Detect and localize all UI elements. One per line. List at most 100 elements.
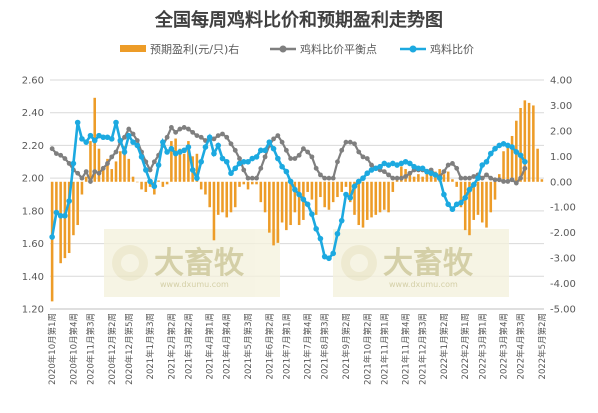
profit-bar [144, 181, 148, 192]
breakeven-point [275, 133, 281, 139]
y-right-tick-label: -1.00 [550, 203, 576, 214]
profit-bar [506, 143, 510, 182]
ratio-point [270, 145, 277, 152]
profit-bar [442, 174, 446, 182]
profit-bar [331, 181, 335, 203]
y-right-tick-label: -2.00 [550, 228, 576, 239]
ratio-point [398, 160, 405, 167]
breakeven-point [181, 125, 187, 130]
breakeven-point [407, 170, 413, 176]
ratio-point [211, 150, 217, 157]
watermark-brand: 大畜牧 [383, 246, 474, 281]
ratio-point [57, 212, 64, 219]
legend-swatch-ratio [409, 45, 417, 53]
profit-bar [195, 153, 199, 182]
profit-bar [527, 102, 531, 182]
profit-bar [174, 138, 177, 182]
breakeven-point [509, 177, 515, 183]
breakeven-point [224, 134, 230, 140]
x-tick-label: 2021年12月第3周 [418, 313, 429, 385]
profit-bar [370, 181, 373, 218]
profit-bar [485, 181, 488, 228]
x-tick-label: 2020年10月第4周 [68, 313, 79, 385]
x-tick-label: 2022年5月第2周 [537, 313, 548, 379]
profit-bar [76, 181, 79, 226]
ratio-point [466, 186, 473, 193]
breakeven-point [151, 159, 157, 165]
y-left-tick-label: 2.40 [22, 108, 44, 119]
ratio-point [287, 178, 294, 185]
profit-bar [536, 148, 539, 182]
profit-bar [246, 181, 250, 190]
breakeven-point [330, 175, 336, 181]
y-axis-right: -5.00 -4.00 -3.00 -2.00 -1.00 0.00 1.00 2.00 3.0… [550, 76, 576, 316]
ratio-point [62, 212, 68, 219]
profit-bar [212, 181, 216, 241]
breakeven-point [241, 167, 247, 173]
breakeven-point [220, 131, 225, 137]
breakeven-point [313, 165, 319, 171]
breakeven-point [300, 146, 306, 152]
breakeven-point [105, 161, 110, 166]
ratio-point [500, 140, 507, 147]
ratio-point [206, 134, 213, 141]
ratio-point [53, 209, 60, 216]
profit-bar [348, 181, 352, 203]
ratio-point [419, 165, 426, 172]
profit-bar [251, 181, 254, 185]
ratio-point [160, 139, 166, 145]
ratio-point [245, 158, 251, 165]
breakeven-point [271, 136, 276, 142]
profit-bar [170, 141, 173, 182]
profit-bar [314, 181, 318, 215]
breakeven-point [381, 169, 387, 175]
ratio-point [292, 186, 298, 193]
profit-bar [459, 181, 463, 208]
profit-bar [67, 181, 71, 254]
watermark-logo-inner [350, 254, 368, 272]
breakeven-point [394, 175, 400, 181]
ratio-point [164, 149, 170, 155]
profit-bar [387, 181, 390, 213]
x-tick-label: 2022年3月第1周 [477, 313, 488, 379]
y-right-tick-label: 2.00 [550, 126, 572, 137]
breakeven-line [51, 125, 526, 185]
profit-bar [357, 181, 361, 226]
x-tick-label: 2022年4月第3周 [516, 313, 527, 379]
breakeven-point [49, 146, 55, 152]
legend-label-breakeven: 鸡料比价平衡点 [300, 42, 377, 56]
profit-bar [306, 181, 309, 192]
ratio-point [168, 145, 175, 152]
ratio-point [296, 191, 302, 198]
x-tick-label: 2021年8月第3周 [320, 313, 331, 379]
ratio-point [522, 158, 528, 165]
x-axis: 2020年10月第1周 2020年10月第4周 2020年11月第3周 2020年12… [47, 308, 548, 385]
ratio-point [194, 175, 200, 181]
profit-bar [476, 181, 480, 215]
profit-bar [118, 151, 122, 182]
breakeven-point [147, 167, 153, 173]
ratio-point [236, 160, 243, 167]
profit-bar [383, 181, 386, 210]
legend: 预期盈利(元/只)右 鸡料比价平衡点 鸡料比价 [120, 42, 474, 56]
ratio-point [487, 150, 494, 157]
ratio-point [496, 142, 503, 149]
ratio-point [304, 201, 311, 208]
ratio-point [275, 155, 281, 162]
ratio-point [347, 194, 354, 201]
breakeven-point [390, 175, 396, 181]
profit-bar [259, 181, 263, 203]
ratio-point [100, 134, 107, 141]
profit-bar [353, 181, 356, 215]
breakeven-point [441, 169, 447, 175]
profit-bar [208, 181, 211, 208]
breakeven-point [471, 174, 477, 179]
ratio-point [138, 154, 145, 160]
profit-bar [378, 181, 382, 213]
breakeven-point [66, 161, 72, 166]
breakeven-point [279, 139, 285, 145]
breakeven-point [283, 147, 289, 153]
breakeven-point [522, 165, 528, 171]
breakeven-point [288, 156, 294, 161]
